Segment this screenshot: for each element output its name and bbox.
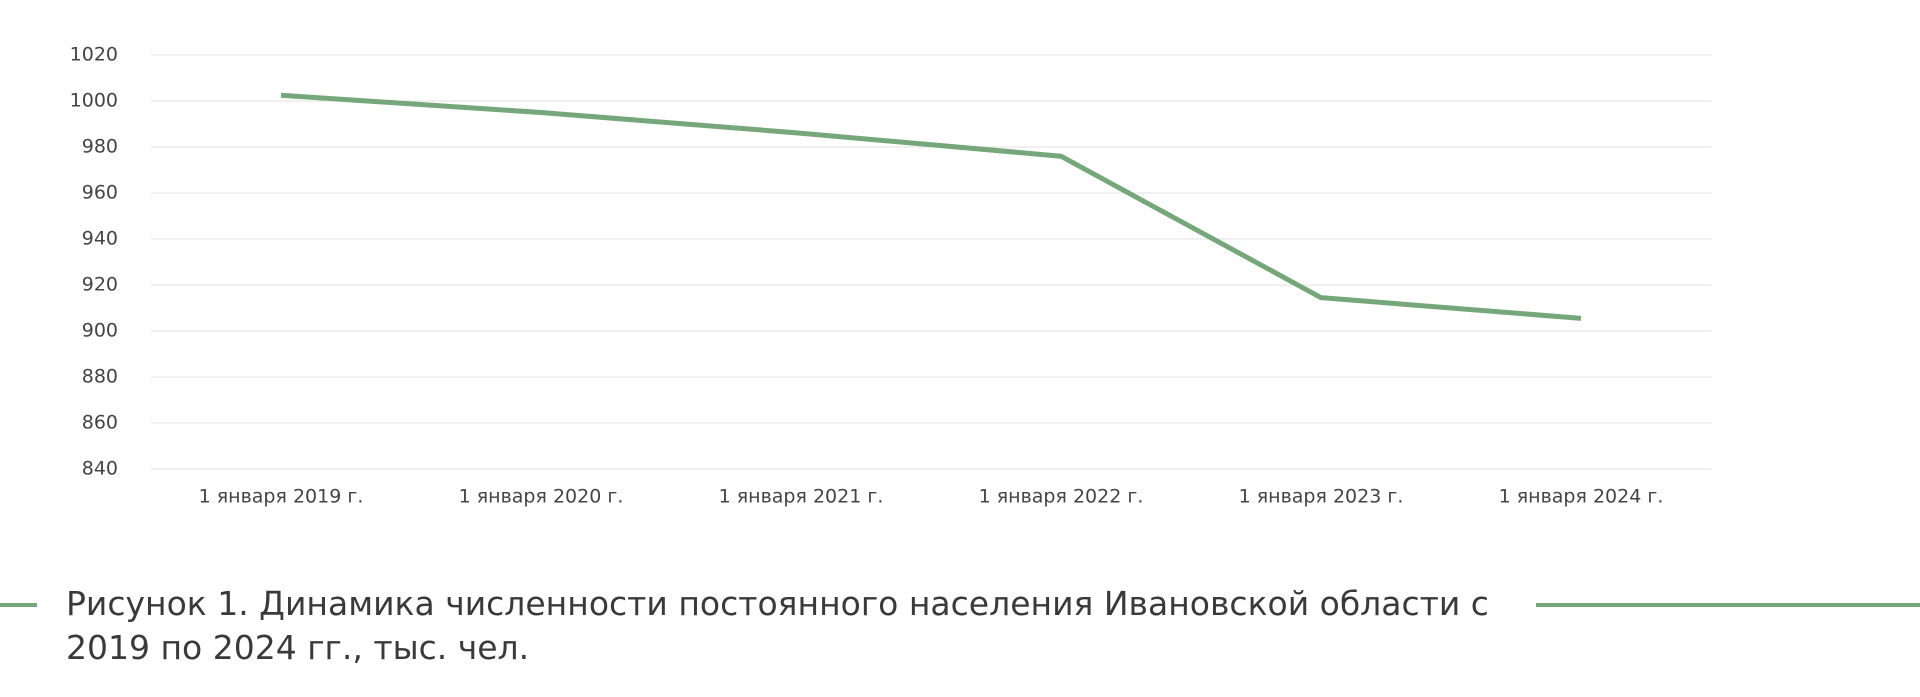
y-tick-label: 900 — [82, 320, 118, 342]
y-tick-label: 1020 — [70, 44, 118, 66]
y-tick-label: 860 — [82, 412, 118, 434]
data-line — [280, 92, 1582, 321]
y-tick-label: 840 — [82, 458, 118, 480]
y-tick-label: 880 — [82, 366, 118, 388]
decor-line — [1536, 603, 1920, 607]
x-tick-label: 1 января 2021 г. — [719, 486, 884, 508]
y-tick-label: 980 — [82, 136, 118, 158]
x-tick-label: 1 января 2019 г. — [199, 486, 364, 508]
x-tick-label: 1 января 2023 г. — [1239, 486, 1404, 508]
caption: Рисунок 1. Динамика численности постоянн… — [66, 584, 1489, 667]
x-tick-label: 1 января 2024 г. — [1499, 486, 1664, 508]
y-tick-label: 920 — [82, 274, 118, 296]
x-tick-label: 1 января 2020 г. — [459, 486, 624, 508]
chart: 840 860 880 900 920 940 960 980 1000 1020 1 января… — [70, 44, 1711, 508]
y-tick-label: 1000 — [70, 90, 118, 112]
decor-line — [0, 603, 37, 607]
y-tick-label: 940 — [82, 228, 118, 250]
x-tick-label: 1 января 2022 г. — [979, 486, 1144, 508]
y-tick-label: 960 — [82, 182, 118, 204]
